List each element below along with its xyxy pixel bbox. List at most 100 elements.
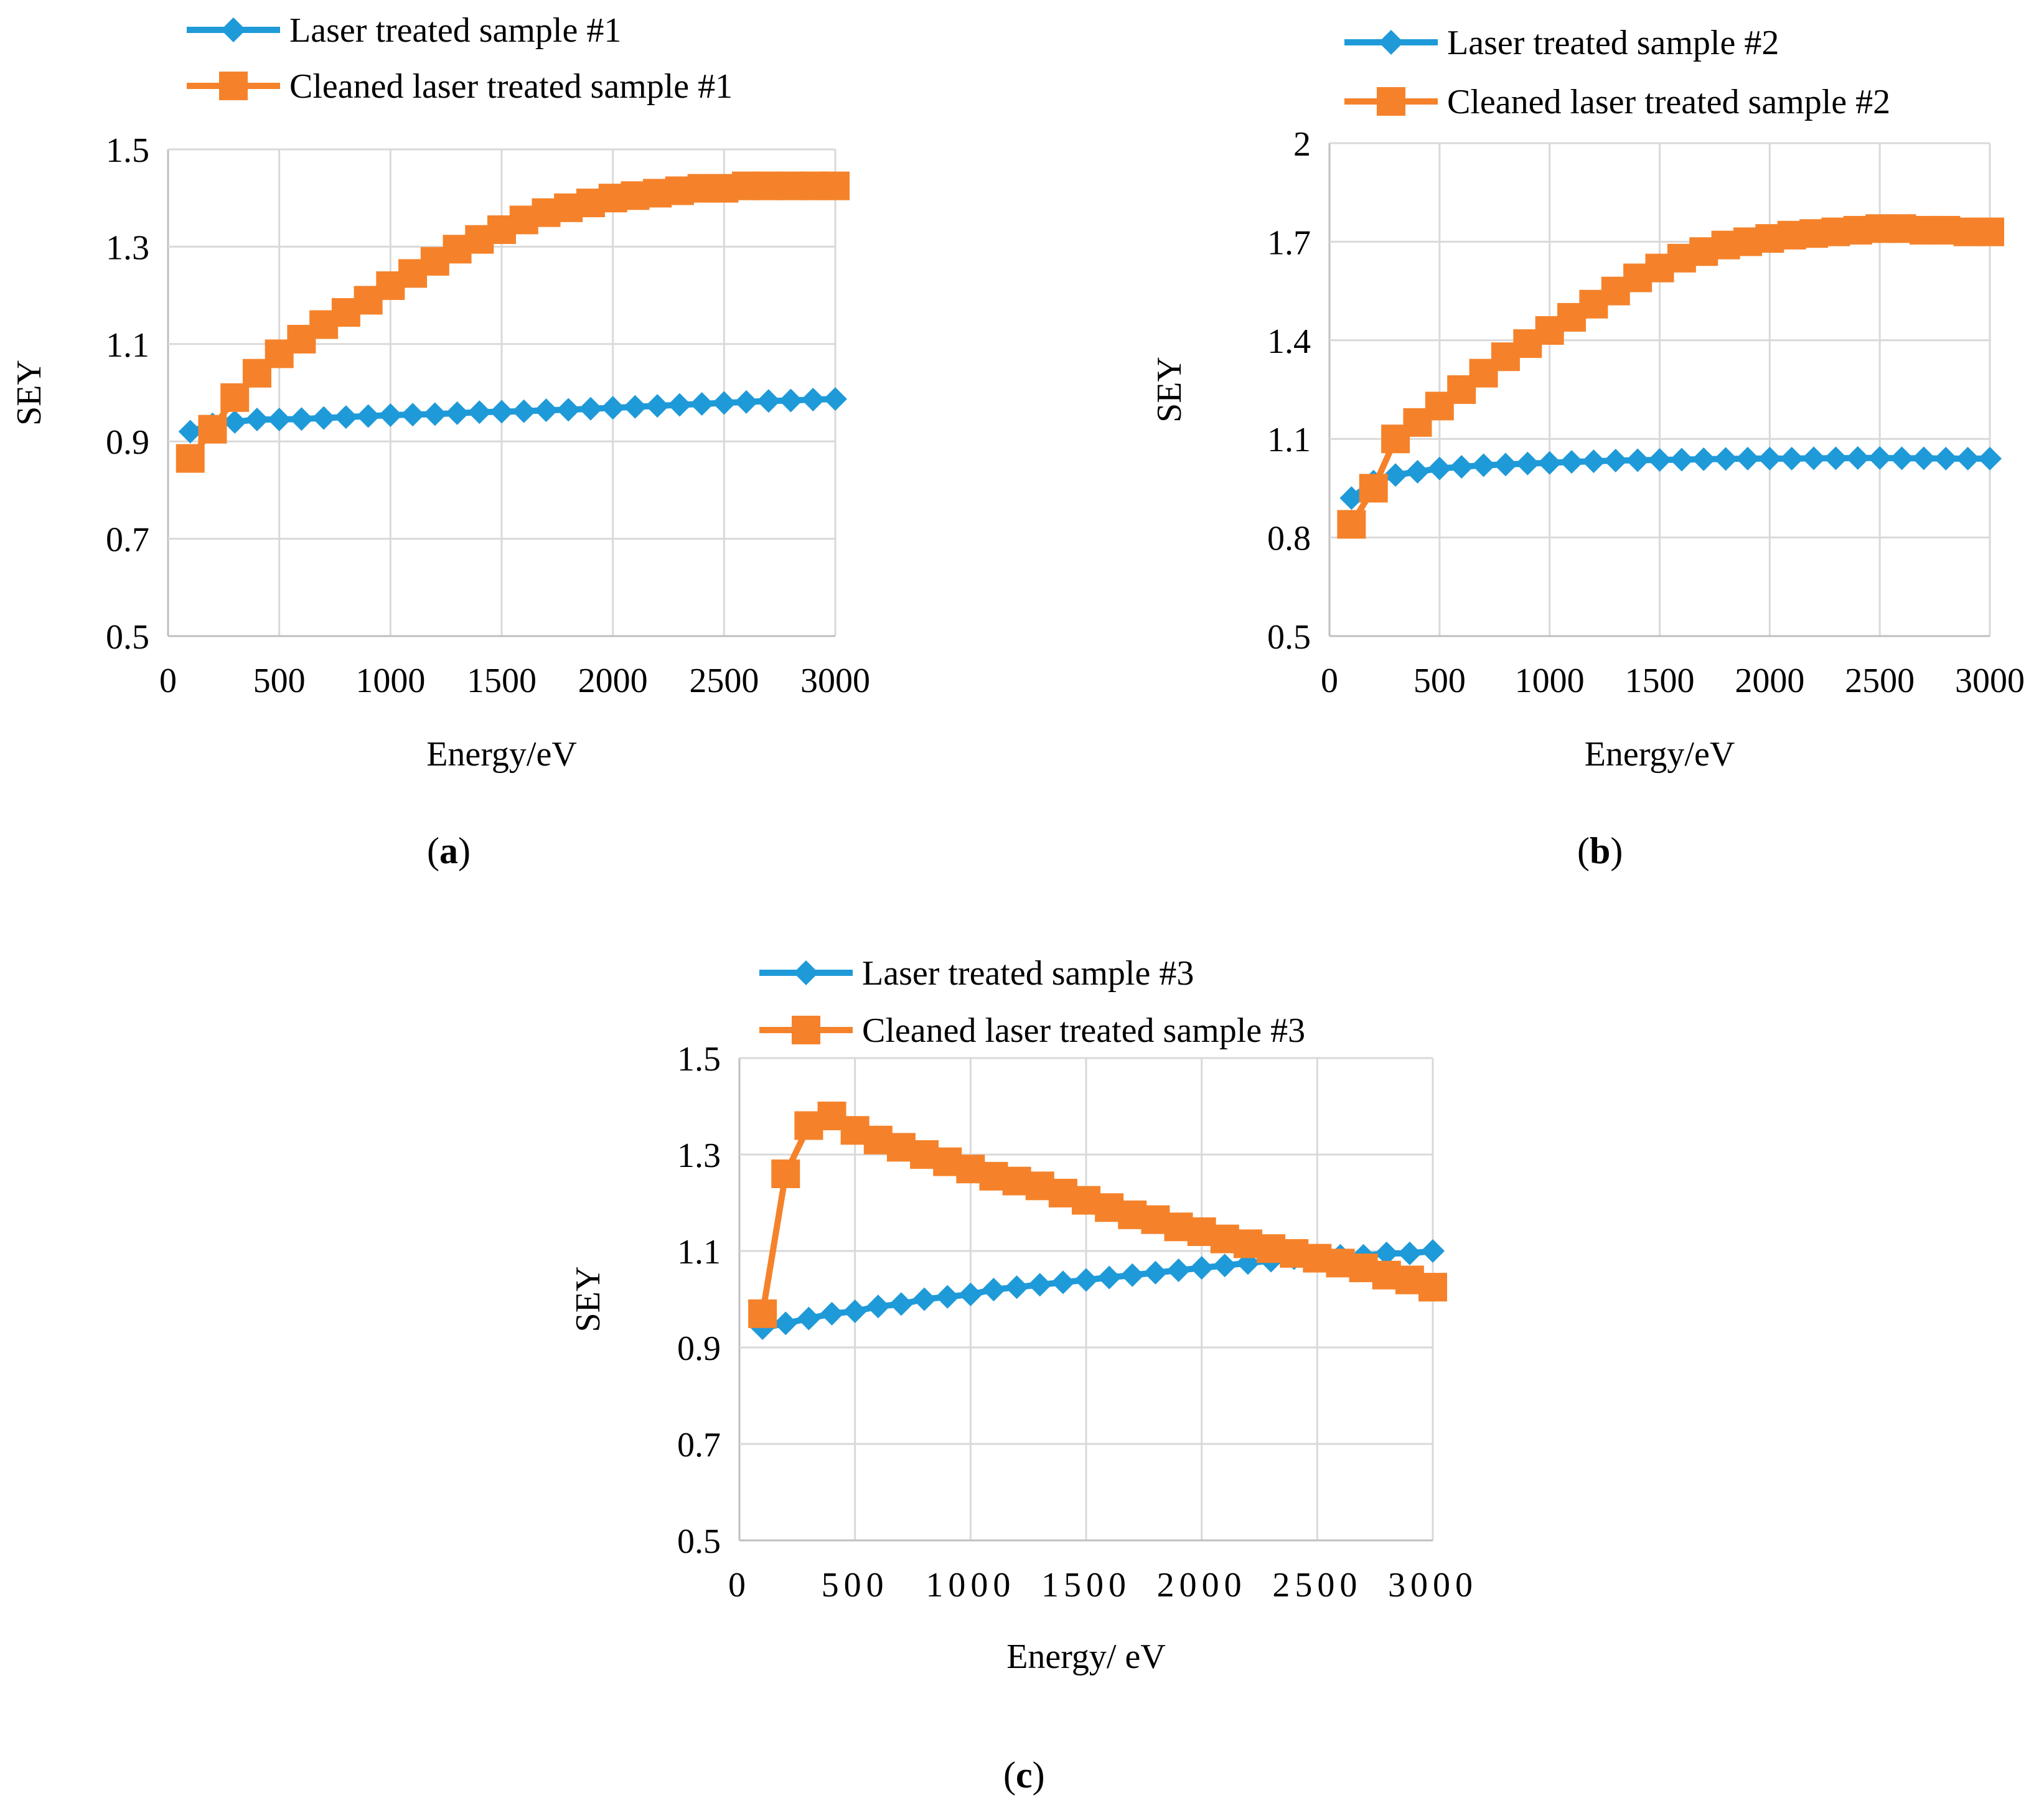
data-point-diamond xyxy=(734,390,759,414)
y-tick-label: 1.1 xyxy=(677,1233,721,1272)
data-point-diamond xyxy=(378,403,403,427)
legend-marker-diamond xyxy=(794,960,818,985)
x-tick-label: 2000 xyxy=(578,662,648,700)
data-point-square xyxy=(176,444,205,473)
data-point-diamond xyxy=(1421,1239,1445,1263)
x-tick-label: 1000 xyxy=(355,662,425,700)
x-tick-label: 2500 xyxy=(1845,662,1915,700)
data-point-diamond xyxy=(1427,456,1451,480)
data-point-diamond xyxy=(959,1282,983,1306)
data-point-diamond xyxy=(1120,1263,1145,1287)
data-point-diamond xyxy=(356,404,380,428)
x-axis-title: Energy/ eV xyxy=(1006,1637,1166,1676)
chart-panel-a: 0 500 1000 1500 2000 2500 3000 0.5 0.7 0.9 1.1 1.3 1… xyxy=(10,11,870,774)
data-point-diamond xyxy=(823,387,847,411)
data-point-diamond xyxy=(1978,446,2002,471)
panel-label-a: (a) xyxy=(427,830,471,871)
data-point-diamond xyxy=(1911,446,1936,471)
data-point-square xyxy=(748,1299,777,1328)
x-axis-title: Energy/eV xyxy=(426,735,577,774)
y-tick-label: 1.3 xyxy=(677,1136,721,1175)
data-point-diamond xyxy=(1603,449,1628,473)
x-axis-title: Energy/eV xyxy=(1585,735,1735,774)
x-tick-label: 0 xyxy=(159,662,177,700)
data-point-diamond xyxy=(1669,447,1694,472)
x-tick-label: 1000 xyxy=(1515,662,1585,700)
legend-marker-square xyxy=(219,72,248,100)
x-tick-label: 2000 xyxy=(1157,1566,1247,1605)
data-point-diamond xyxy=(982,1278,1006,1301)
data-point-square xyxy=(1359,474,1388,503)
data-point-diamond xyxy=(1405,460,1430,484)
y-tick-label: 1.5 xyxy=(106,131,149,170)
data-point-diamond xyxy=(1189,1256,1214,1280)
x-tick-label: 2000 xyxy=(1735,662,1804,700)
x-tick-label: 3000 xyxy=(1955,662,2025,700)
panel-label-b: (b) xyxy=(1577,830,1623,871)
legend-marker-square xyxy=(792,1016,820,1044)
data-point-diamond xyxy=(1692,447,1716,471)
x-tick-label: 500 xyxy=(253,662,306,700)
data-point-diamond xyxy=(889,1292,913,1316)
data-point-diamond xyxy=(601,396,625,420)
data-point-diamond xyxy=(556,398,581,422)
y-tick-label: 1.4 xyxy=(1267,322,1311,361)
y-tick-label: 0.5 xyxy=(1267,618,1311,657)
legend-label: Cleaned laser treated sample #1 xyxy=(289,67,733,106)
legend-marker-diamond xyxy=(1379,30,1404,55)
data-point-diamond xyxy=(645,394,670,418)
data-point-diamond xyxy=(1934,446,1958,471)
data-point-diamond xyxy=(1582,449,1606,474)
data-point-diamond xyxy=(1028,1273,1052,1297)
data-point-diamond xyxy=(843,1299,867,1323)
data-point-diamond xyxy=(1956,446,1980,471)
y-tick-label: 1.5 xyxy=(677,1040,721,1079)
data-point-diamond xyxy=(1471,453,1496,477)
chart-panel-c: 0 500 1000 1500 2000 2500 3000 0.5 0.7 0.9 1.1 1.3 1… xyxy=(569,954,1478,1676)
data-point-diamond xyxy=(312,406,336,430)
data-point-diamond xyxy=(1374,1241,1399,1265)
data-point-diamond xyxy=(401,403,425,427)
data-point-square xyxy=(771,1159,800,1188)
data-point-diamond xyxy=(1758,446,1782,471)
data-point-diamond xyxy=(623,395,647,419)
x-tick-label: 1500 xyxy=(1625,662,1695,700)
data-point-diamond xyxy=(578,396,602,421)
legend-label: Laser treated sample #1 xyxy=(289,11,621,50)
x-tick-label: 1000 xyxy=(926,1566,1015,1605)
data-point-diamond xyxy=(1097,1265,1122,1290)
data-point-diamond xyxy=(512,399,536,423)
legend-label: Cleaned laser treated sample #2 xyxy=(1447,83,1890,121)
y-tick-label: 0.5 xyxy=(677,1522,721,1561)
y-tick-label: 1.3 xyxy=(106,228,149,267)
data-point-diamond xyxy=(1074,1268,1098,1292)
data-point-square xyxy=(1976,217,2004,246)
data-point-square xyxy=(1418,1273,1447,1302)
data-point-diamond xyxy=(1493,452,1517,477)
data-point-diamond xyxy=(1868,446,1892,470)
data-point-diamond xyxy=(1735,446,1760,471)
panel-label-c: (c) xyxy=(1003,1754,1045,1796)
data-point-diamond xyxy=(774,1311,798,1336)
data-point-diamond xyxy=(1648,447,1672,472)
data-point-diamond xyxy=(534,398,558,423)
data-point-diamond xyxy=(866,1295,890,1319)
y-axis-title: SEY xyxy=(569,1267,607,1333)
x-tick-label: 3000 xyxy=(800,662,870,700)
x-tick-label: 3000 xyxy=(1388,1566,1478,1605)
legend-label: Cleaned laser treated sample #3 xyxy=(862,1011,1305,1050)
data-point-diamond xyxy=(1516,451,1540,476)
data-point-diamond xyxy=(690,391,714,416)
data-point-diamond xyxy=(1143,1260,1168,1285)
data-point-square xyxy=(1337,510,1366,539)
data-point-diamond xyxy=(1845,446,1870,470)
data-point-diamond xyxy=(820,1301,844,1326)
data-point-diamond xyxy=(935,1285,960,1309)
x-tick-label: 0 xyxy=(728,1566,751,1605)
x-tick-label: 2500 xyxy=(1272,1566,1362,1605)
data-point-diamond xyxy=(178,419,202,444)
x-tick-label: 500 xyxy=(1413,662,1466,700)
data-point-diamond xyxy=(801,387,825,411)
y-tick-label: 1.1 xyxy=(106,326,149,365)
